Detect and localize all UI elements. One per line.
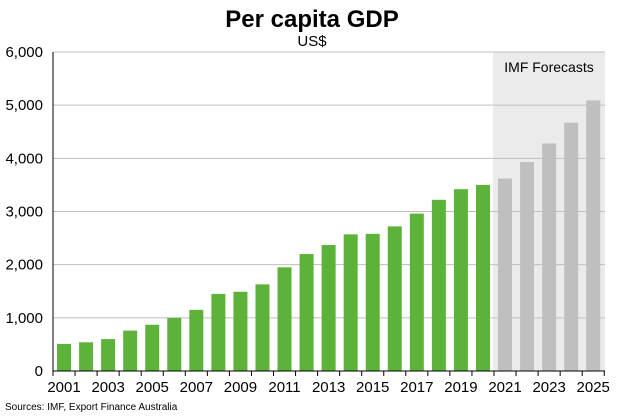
chart-subtitle: US$ [297,33,327,50]
actual-bar [475,184,490,371]
x-tick-label: 2017 [400,379,433,396]
actual-bar [431,199,446,371]
x-tick-label: 2005 [136,379,169,396]
bars [57,100,601,372]
actual-bar [211,293,226,371]
chart-title: Per capita GDP [225,6,398,33]
actual-bar [255,284,270,371]
x-tick-label: 2023 [532,379,565,396]
actual-bar [123,330,138,371]
x-tick-label: 2009 [224,379,257,396]
y-tick-label: 3,000 [5,204,43,221]
actual-bar [299,254,314,371]
x-tick-label: 2019 [444,379,477,396]
actual-bar [321,245,336,371]
tick-labels: 0 1,000 2,000 3,000 4,000 5,000 6,000 2001 2003 2… [5,44,609,396]
actual-bar [167,317,182,371]
actual-bar [343,234,358,371]
forecast-label: IMF Forecasts [504,59,593,75]
y-tick-label: 1,000 [5,310,43,327]
actual-bar [409,213,424,371]
actual-bar [57,343,72,371]
actual-bar [189,309,204,371]
actual-bar [101,339,116,371]
source-note: Sources: IMF, Export Finance Australia [5,402,178,413]
actual-bar [145,324,160,371]
y-tick-label: 4,000 [5,150,43,167]
y-tick-label: 0 [35,363,43,380]
x-tick-label: 2001 [47,379,80,396]
actual-bar [365,233,380,371]
axes [52,52,605,376]
x-tick-label: 2025 [577,379,610,396]
x-tick-label: 2003 [91,379,124,396]
y-tick-label: 6,000 [5,44,43,61]
forecast-bar [564,122,579,372]
actual-bar [233,291,248,371]
actual-bar [79,342,94,371]
x-tick-label: 2007 [180,379,213,396]
x-tick-label: 2015 [356,379,389,396]
actual-bar [277,267,292,371]
actual-bar [387,226,402,371]
x-tick-label: 2021 [488,379,521,396]
x-tick-label: 2011 [268,379,300,396]
forecast-bar [542,143,557,371]
actual-bar [453,189,468,371]
forecast-bar [498,178,513,371]
x-tick-label: 2013 [312,379,345,396]
y-tick-label: 2,000 [5,257,43,274]
forecast-bar [586,100,601,371]
forecast-bar [520,162,535,371]
y-tick-label: 5,000 [5,97,43,114]
